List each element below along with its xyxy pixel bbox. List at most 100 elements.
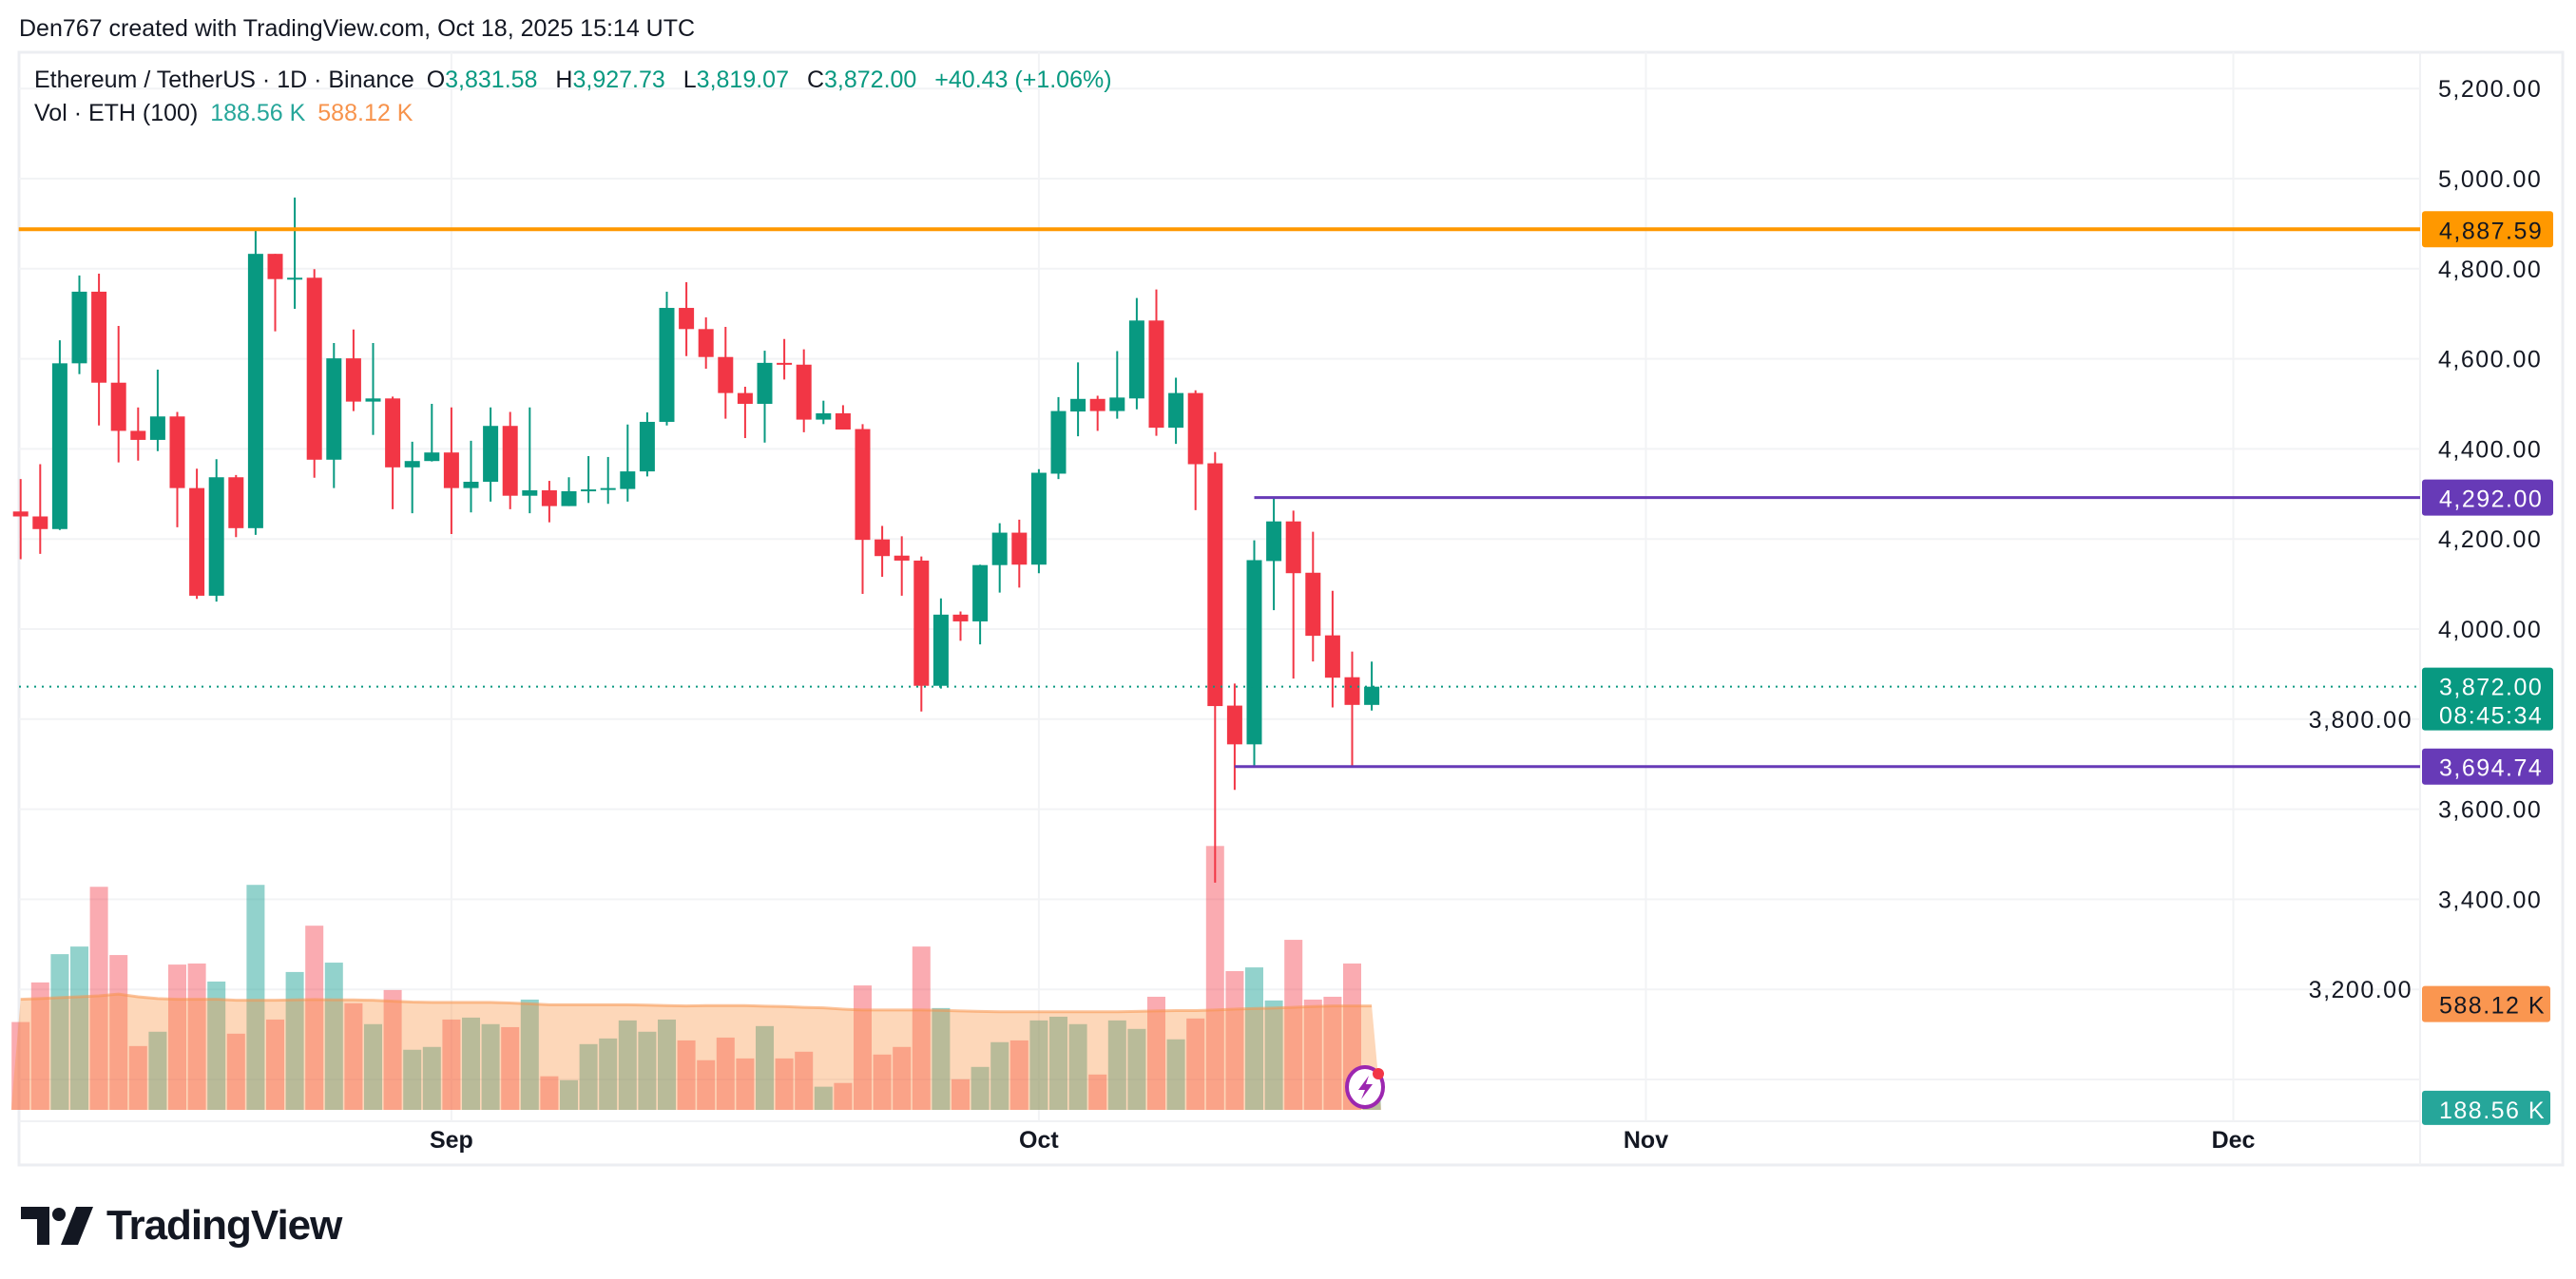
candle [12,479,29,560]
candle [620,424,636,502]
volume-bar [912,946,931,1110]
volume-bar [246,885,265,1110]
horizontal-levels[interactable] [18,227,2420,769]
volume-bar [70,946,88,1110]
candle-body [894,555,910,561]
lower-level-price-label-text: 3,694.74 [2439,755,2543,782]
candle-body [247,254,263,528]
price-tick-label: 3,400.00 [2438,887,2542,913]
candle [1128,297,1144,410]
candle-body [1266,521,1282,562]
candle [1070,362,1086,437]
candle-body [1246,560,1262,745]
candle-body [130,430,146,440]
candle [639,412,655,477]
symbol-name[interactable]: Ethereum / TetherUS · 1D · Binance [34,67,414,93]
price-tick-label: 4,800.00 [2438,257,2542,283]
price-tick-label: 3,600.00 [2438,797,2542,824]
candle-body [679,308,695,330]
candle [1305,531,1321,662]
price-tick-label: 5,000.00 [2438,166,2542,193]
candle [1148,289,1164,436]
volume-bar [481,1023,500,1110]
candle [855,424,871,595]
candle-body [267,254,283,279]
price-tick-label: 3,800.00 [2309,707,2413,734]
volume-value: 188.56 K [210,100,306,126]
candle [287,197,303,309]
candle-body [1364,686,1380,705]
candle [1030,468,1047,574]
candle [1089,395,1105,431]
candle [385,396,401,509]
candle [816,400,832,425]
time-tick-label: Nov [1624,1127,1668,1154]
candle-body [32,516,48,529]
last-price-label-text: 3,872.00 [2439,675,2543,701]
candle [796,349,812,432]
time-tick-label: Sep [430,1127,473,1154]
volume-bar [285,971,304,1110]
candle [600,456,616,505]
high-value: 3,927.73 [572,67,665,93]
upper-level-price-label-background [2422,479,2553,516]
candle-body [639,421,655,472]
candle [365,343,381,435]
candle-body [51,363,67,529]
candle-body [404,461,420,468]
volume-bar [168,964,186,1110]
candle-body [620,471,636,489]
volume-bar [226,1033,245,1110]
price-axis[interactable]: 5,200.00 5,000.00 4,800.00 4,600.00 4,400.00… [2309,76,2543,1003]
volume-indicator-name[interactable]: Vol · ETH (100) [34,100,199,126]
candle-body [149,416,165,440]
time-tick-label: Oct [1019,1127,1059,1154]
volume-bar [501,1026,520,1110]
volume-bar [814,1086,833,1110]
candle [659,291,675,426]
candle-body [110,382,126,431]
candle [1011,519,1028,588]
volume-bar [1029,1020,1048,1110]
volume-bar [266,1019,284,1110]
price-tick-label: 4,600.00 [2438,347,2542,373]
volume-bar [1205,846,1224,1110]
candle-body [1148,320,1164,429]
candle [894,536,910,596]
upper-level-price-label: 4,292.00 [2422,479,2553,516]
candle-body [816,412,832,420]
volume-bar [89,887,108,1110]
candle-body [287,277,303,280]
candle-body [1344,677,1360,705]
volume-bar [403,1049,422,1110]
low-value: 3,819.07 [696,67,789,93]
candle-body [541,490,557,506]
tradingview-logo[interactable]: TradingView [21,1202,342,1250]
candle-body [1011,532,1028,565]
candle [208,459,224,602]
candle [32,464,48,554]
volume-bar [795,1051,814,1110]
volume-bar [1147,996,1165,1110]
lightning-icon[interactable] [1345,1065,1385,1109]
volume-bar [716,1037,735,1110]
candle-body [306,277,322,460]
high-label: H [555,67,573,93]
candle [1324,590,1340,708]
candle-body [189,487,205,596]
volume-bar [1323,996,1342,1110]
candle [875,525,891,578]
candle-body [1089,398,1105,411]
candle-body [913,560,930,686]
candle-body [1128,320,1144,399]
candle [1226,683,1242,791]
candle [718,326,734,419]
candle [541,481,557,523]
time-axis[interactable]: Sep Oct Nov Dec [430,1127,2256,1154]
volume-bar [540,1076,559,1110]
resistance-price-label-background [2422,211,2553,248]
candlestick-series [12,197,1380,883]
volume-bar [1009,1040,1028,1110]
